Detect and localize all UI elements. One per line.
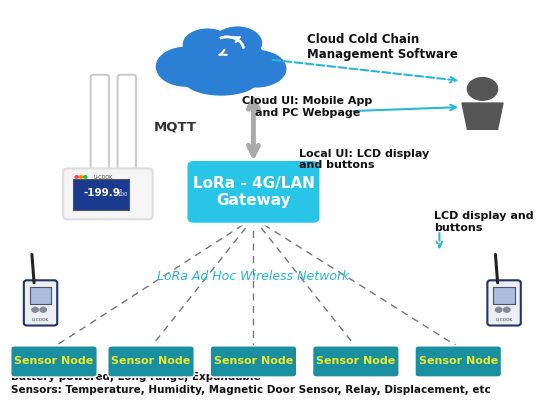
- Circle shape: [75, 176, 78, 178]
- Circle shape: [468, 77, 498, 100]
- Circle shape: [84, 176, 87, 178]
- FancyBboxPatch shape: [118, 75, 136, 178]
- Text: LoRa - 4G/LAN
Gateway: LoRa - 4G/LAN Gateway: [192, 176, 315, 208]
- FancyBboxPatch shape: [415, 346, 502, 377]
- Text: Sensor Node: Sensor Node: [14, 356, 94, 366]
- FancyBboxPatch shape: [63, 169, 153, 219]
- FancyBboxPatch shape: [91, 75, 109, 178]
- Ellipse shape: [227, 51, 286, 87]
- Circle shape: [79, 176, 82, 178]
- FancyBboxPatch shape: [24, 280, 57, 325]
- Text: MQTT: MQTT: [154, 121, 197, 134]
- Text: U-COOK: U-COOK: [32, 318, 49, 322]
- Text: Cloud Cold Chain
Management Software: Cloud Cold Chain Management Software: [307, 33, 458, 61]
- Text: Battery powered, Long range, Expandable: Battery powered, Long range, Expandable: [11, 372, 261, 382]
- Text: Local UI: LCD display
and buttons: Local UI: LCD display and buttons: [299, 149, 430, 171]
- FancyBboxPatch shape: [30, 287, 51, 304]
- Text: LCD display and
buttons: LCD display and buttons: [434, 211, 534, 233]
- FancyBboxPatch shape: [108, 346, 194, 377]
- Text: -199.9: -199.9: [83, 188, 120, 198]
- FancyBboxPatch shape: [487, 280, 521, 325]
- Circle shape: [504, 307, 510, 312]
- Ellipse shape: [183, 63, 259, 95]
- Text: Cloud UI: Mobile App
and PC Webpage: Cloud UI: Mobile App and PC Webpage: [242, 96, 372, 118]
- Ellipse shape: [213, 27, 262, 59]
- Text: U-COOK: U-COOK: [496, 318, 513, 322]
- FancyBboxPatch shape: [10, 346, 97, 377]
- Circle shape: [32, 307, 39, 312]
- Text: U-COOK: U-COOK: [94, 175, 113, 180]
- Text: Sensor Node: Sensor Node: [214, 356, 293, 366]
- Text: °: °: [118, 190, 122, 196]
- FancyBboxPatch shape: [73, 179, 129, 210]
- FancyBboxPatch shape: [210, 346, 297, 377]
- Text: Sensor Node: Sensor Node: [316, 356, 395, 366]
- Text: Sensor Node: Sensor Node: [112, 356, 191, 366]
- FancyBboxPatch shape: [493, 287, 515, 304]
- Text: 100: 100: [118, 192, 128, 197]
- Text: Sensors: Temperature, Humidity, Magnetic Door Sensor, Relay, Displacement, etc: Sensors: Temperature, Humidity, Magnetic…: [11, 385, 491, 395]
- Ellipse shape: [175, 36, 267, 89]
- Text: LoRa Ad Hoc Wireless Network: LoRa Ad Hoc Wireless Network: [157, 270, 350, 283]
- Polygon shape: [462, 103, 503, 129]
- Circle shape: [40, 307, 46, 312]
- FancyBboxPatch shape: [312, 346, 399, 377]
- Text: Sensor Node: Sensor Node: [419, 356, 498, 366]
- Ellipse shape: [183, 29, 232, 60]
- FancyBboxPatch shape: [186, 159, 321, 224]
- Circle shape: [496, 307, 502, 312]
- Ellipse shape: [156, 47, 216, 86]
